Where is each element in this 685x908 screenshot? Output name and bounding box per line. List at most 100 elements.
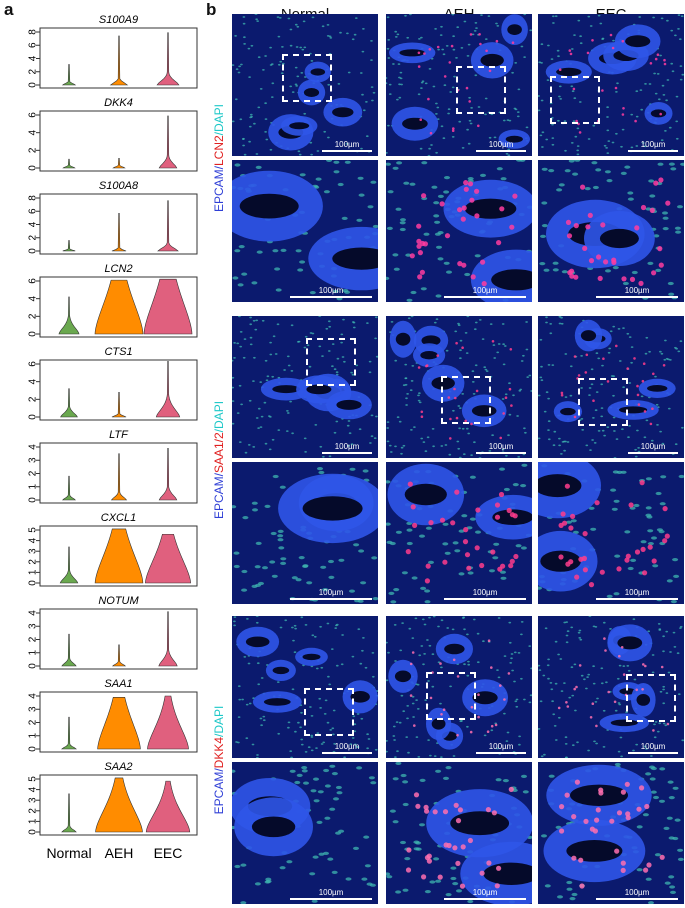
scale-bar-label: 100µm [596, 888, 678, 897]
violin-eec [147, 696, 188, 749]
y-tick-label: 6 [28, 112, 39, 118]
scale-bar-label: 100µm [444, 286, 526, 295]
stain-label-part: LCN2 [212, 135, 226, 166]
y-tick-label: 3 [28, 457, 39, 463]
scale-bar: 100µm [322, 442, 372, 454]
zoom-region-box [282, 54, 332, 102]
violin-eec [145, 534, 190, 583]
y-tick-label: 6 [28, 42, 39, 48]
gene-title: LCN2 [104, 263, 132, 275]
scale-bar-label: 100µm [322, 442, 372, 451]
scale-bar: 100µm [476, 140, 526, 152]
violin-eec [158, 201, 178, 251]
stain-label: EPCAM/LCN2/DAPI [212, 104, 226, 212]
y-tick-label: 2 [28, 235, 39, 241]
micrograph-aeh: 100µm [386, 14, 532, 156]
y-tick-label: 0 [28, 82, 39, 88]
zoom-micrograph-aeh: 100µm [386, 762, 532, 904]
y-tick-label: 2 [28, 559, 39, 565]
micrograph-normal: 100µm [232, 316, 378, 458]
y-tick-label: 4 [28, 786, 39, 792]
violin-eec [144, 279, 192, 334]
scale-bar-label: 100µm [476, 140, 526, 149]
zoom-region-box [626, 674, 676, 722]
violin-normal [61, 389, 78, 417]
scale-bar-label: 100µm [322, 140, 372, 149]
violin-aeh [111, 454, 126, 500]
violin-aeh [96, 778, 143, 832]
scale-bar: 100µm [290, 588, 372, 600]
zoom-region-box [441, 376, 491, 424]
y-tick-label: 1 [28, 818, 39, 824]
y-tick-label: 2 [28, 147, 39, 153]
y-tick-label: 0 [28, 248, 39, 254]
violin-subplot-cxcl1: CXCL1012345 [28, 512, 198, 586]
stain-label-part: /DAPI [212, 401, 226, 432]
y-tick-label: 0 [28, 663, 39, 669]
scale-bar-line [322, 150, 372, 152]
y-tick-label: 8 [28, 29, 39, 35]
scale-bar-label: 100µm [290, 286, 372, 295]
gene-title: CXCL1 [101, 512, 136, 524]
y-tick-label: 0 [28, 829, 39, 835]
y-tick-label: 2 [28, 808, 39, 814]
y-tick-label: 4 [28, 693, 39, 699]
scale-bar-line [476, 752, 526, 754]
violin-subplot-lcn2: LCN20246 [28, 263, 198, 337]
x-category-label: Normal [46, 845, 91, 861]
y-tick-label: 5 [28, 527, 39, 533]
micrograph-texture [386, 762, 532, 904]
violin-subplot-saa2: SAA2012345 [28, 761, 198, 835]
scale-bar-label: 100µm [628, 442, 678, 451]
violin-normal [62, 634, 76, 666]
violin-aeh [111, 36, 128, 85]
stain-label-part: EPCAM/ [212, 768, 226, 814]
violin-subplot-cts1: CTS10246 [28, 346, 198, 420]
zoom-micrograph-normal: 100µm [232, 160, 378, 302]
violin-aeh [112, 392, 126, 417]
violin-aeh [112, 213, 126, 251]
micrograph-texture [538, 462, 684, 604]
gene-title: LTF [109, 429, 129, 441]
y-tick-label: 1 [28, 569, 39, 575]
scale-bar-label: 100µm [596, 286, 678, 295]
scale-bar: 100µm [596, 286, 678, 298]
scale-bar: 100µm [476, 442, 526, 454]
violin-normal [63, 159, 75, 168]
violin-normal [59, 297, 79, 334]
scale-bar-line [476, 452, 526, 454]
zoom-region-box [306, 338, 356, 386]
scale-bar-line [596, 598, 678, 600]
violin-normal [62, 717, 76, 749]
scale-bar: 100µm [322, 140, 372, 152]
violin-eec [146, 781, 190, 832]
y-tick-label: 4 [28, 295, 39, 301]
y-tick-label: 6 [28, 208, 39, 214]
violin-eec [159, 448, 177, 500]
y-tick-label: 0 [28, 331, 39, 337]
zoom-micrograph-aeh: 100µm [386, 462, 532, 604]
scale-bar: 100µm [290, 286, 372, 298]
gene-title: DKK4 [104, 97, 133, 109]
violin-plot-panel: S100A902468DKK40246S100A802468LCN20246CT… [0, 0, 230, 908]
scale-bar: 100µm [596, 588, 678, 600]
y-tick-label: 0 [28, 580, 39, 586]
scale-bar: 100µm [628, 140, 678, 152]
scale-bar: 100µm [628, 442, 678, 454]
y-tick-label: 2 [28, 313, 39, 319]
violin-normal [63, 240, 76, 251]
zoom-micrograph-normal: 100µm [232, 762, 378, 904]
scale-bar-label: 100µm [628, 140, 678, 149]
scale-bar: 100µm [444, 286, 526, 298]
scale-bar-line [290, 898, 372, 900]
scale-bar-line [290, 296, 372, 298]
scale-bar-line [322, 452, 372, 454]
zoom-region-box [304, 688, 354, 736]
scale-bar-line [628, 752, 678, 754]
micrograph-normal: 100µm [232, 14, 378, 156]
scale-bar: 100µm [596, 888, 678, 900]
y-tick-label: 0 [28, 746, 39, 752]
y-tick-label: 3 [28, 623, 39, 629]
violin-normal [60, 547, 78, 583]
y-tick-label: 0 [28, 165, 39, 171]
